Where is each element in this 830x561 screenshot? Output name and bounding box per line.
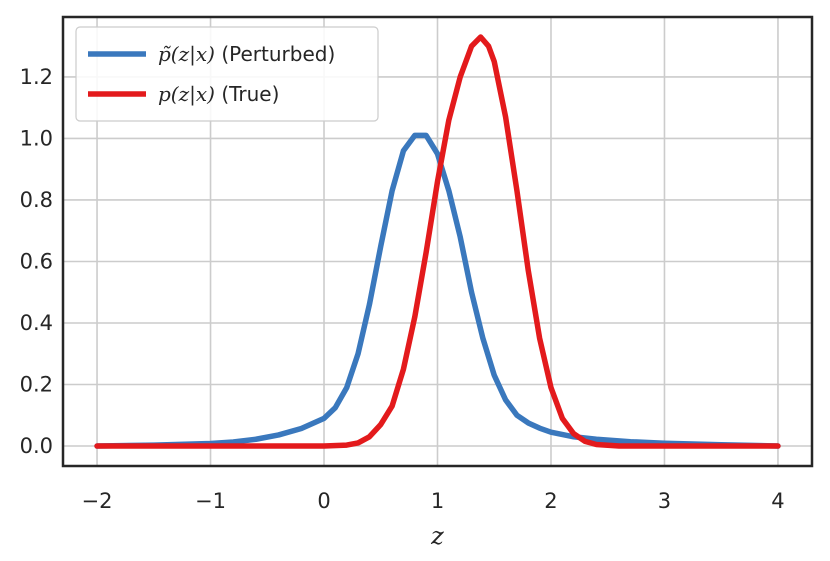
series-line-perturbed	[94, 132, 781, 449]
x-tick-label: 1	[431, 489, 444, 513]
legend-label: p̃(z|x) (Perturbed)	[158, 42, 335, 67]
legend: p̃(z|x) (Perturbed) p(z|x) (True)	[75, 26, 379, 122]
y-tick-label: 0.2	[20, 373, 53, 397]
x-tick-label: 4	[771, 489, 784, 513]
x-tick-label: 0	[317, 489, 330, 513]
x-tick-label: 2	[544, 489, 557, 513]
y-tick-label: 1.2	[20, 65, 53, 89]
tick-labels: −2 −1 0 1 2 3 4 0.0 0.2 0.4 0.6 0.8 1.0 1.2	[20, 65, 785, 513]
plot-frame	[61, 15, 814, 468]
x-tick-label: −1	[195, 489, 226, 513]
series-lines	[94, 34, 781, 449]
y-tick-label: 0.8	[20, 188, 53, 212]
legend-box	[75, 26, 379, 122]
x-axis-label: z	[430, 522, 444, 550]
y-tick-label: 0.0	[20, 434, 53, 458]
legend-label: p(z|x) (True)	[158, 82, 279, 107]
y-tick-label: 0.6	[20, 249, 53, 273]
y-tick-label: 1.0	[20, 126, 53, 150]
grid	[63, 17, 812, 466]
y-tick-label: 0.4	[20, 311, 53, 335]
x-tick-label: −2	[82, 489, 113, 513]
x-tick-label: 3	[658, 489, 671, 513]
series-line-true	[94, 34, 781, 449]
